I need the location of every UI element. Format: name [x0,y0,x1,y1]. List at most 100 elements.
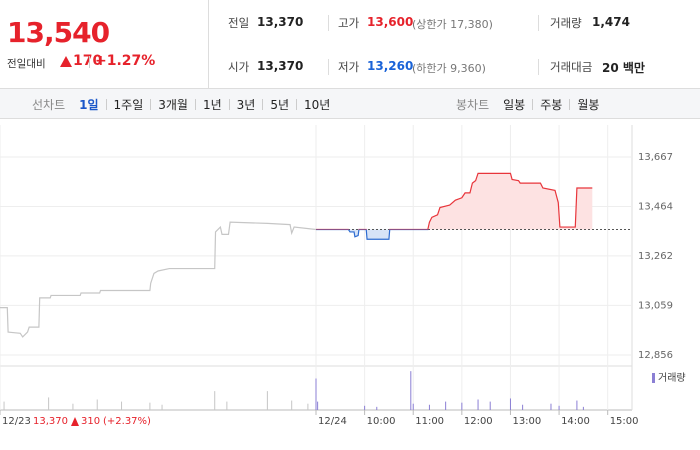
change-area [316,173,593,240]
tab[interactable]: 3개월 [158,98,188,112]
volume-bar [291,400,293,410]
stat-value: 13,600 [367,15,414,29]
tab-separator [262,99,264,110]
line-tabs: 선차트 1일 1주일 3개월 1년 3년 5년 10년 [32,96,330,113]
tab[interactable]: 일봉 [503,98,526,112]
tab[interactable]: 주봉 [540,98,563,112]
volume-bar [428,404,430,410]
volume-bar [509,398,511,410]
stat-note: (하한가 9,360) [412,62,486,75]
x-tick-label: 11:00 [415,416,444,427]
stat-label: 시가 [228,60,250,74]
volume-bar [72,403,74,410]
volume-bar [576,400,578,410]
tab[interactable]: 1일 [79,98,99,112]
divider [538,59,539,75]
stat-value: 13,370 [257,15,304,29]
stat-value: 13,370 [257,59,304,73]
volume-bar [477,399,479,410]
tab[interactable]: 1년 [202,98,222,112]
change: 170 [73,53,103,69]
tab-group-label: 선차트 [32,98,66,112]
y-tick-label: 13,667 [638,152,673,163]
tab[interactable]: 3년 [236,98,256,112]
tab-separator [569,99,571,110]
volume-bar [3,401,5,410]
x-tick-label: 13:00 [512,416,541,427]
x-tick-label: 15:00 [610,416,639,427]
volume-bar [582,406,584,410]
prev-close: 13,370 [33,416,68,427]
tab-separator [150,99,152,110]
volume-bar [161,404,163,410]
stat-note: (상한가 17,380) [412,18,493,31]
separator [89,56,90,68]
volume-bar [317,401,319,410]
volume-bar [445,401,447,410]
candle-tabs: 봉차트 일봉 주봉 월봉 [456,96,599,113]
tab-separator [228,99,230,110]
divider [328,15,329,31]
divider [208,0,209,88]
price: 13,540 [7,16,110,49]
volume-bar [558,405,560,410]
y-tick-label: 13,059 [638,300,673,311]
tab[interactable]: 1주일 [113,98,144,112]
volume-bar [364,405,366,410]
stat-label: 거래량 [550,16,582,30]
volume-bar [522,404,524,410]
volume-bar [307,403,309,410]
prev-change: 310 [81,416,100,427]
divider [328,59,329,75]
stat-label: 거래대금 [550,60,593,74]
volume-bar [410,371,412,410]
tab-bar: 선차트 1일 1주일 3개월 1년 3년 5년 10년 봉차트 일봉 주봉 월봉 [0,89,700,119]
x-tick-label: 12/23 [2,416,31,427]
x-tick-label: 14:00 [561,416,590,427]
stat-label: 고가 [338,16,360,30]
stat-value: 13,260 [367,59,414,73]
volume-bar [149,402,151,410]
change-label: 전일대비 [7,58,46,70]
tab-group-label: 봉차트 [456,98,490,112]
volume-bar [214,391,216,410]
stat-label: 전일 [228,16,250,30]
change-pct: +1.27% [95,53,156,69]
volume-bar [121,401,123,410]
price-line [0,221,317,338]
tab-separator [105,99,107,110]
volume-bar [461,402,463,410]
header [0,0,700,89]
tab[interactable]: 10년 [304,98,331,112]
tab-separator [296,99,298,110]
x-tick-label: 12:00 [464,416,493,427]
volume-bar [489,401,491,410]
volume-bar [376,406,378,410]
y-tick-label: 12,856 [638,350,673,361]
stat-value: 20 백만 [602,61,645,75]
y-tick-label: 13,262 [638,251,673,262]
volume-bar [96,399,98,410]
y-tick-label: 13,464 [638,202,673,213]
up-arrow [71,417,79,426]
prev-change-pct: (+2.37%) [103,416,151,427]
stat-label: 저가 [338,60,360,74]
tab-separator [194,99,196,110]
x-tick-label: 12/24 [318,416,347,427]
volume-legend-swatch [652,373,655,383]
x-tick-label: 10:00 [367,416,396,427]
divider [538,15,539,31]
volume-legend: 거래량 [658,372,686,384]
volume-bar [315,378,317,410]
tab[interactable]: 5년 [270,98,290,112]
volume-bar [550,403,552,410]
volume-bar [48,397,50,410]
volume-bar [266,391,268,410]
stat-value: 1,474 [592,15,630,29]
tab-separator [532,99,534,110]
volume-bar [412,403,414,410]
price-line [316,172,593,240]
tab[interactable]: 월봉 [577,98,600,112]
